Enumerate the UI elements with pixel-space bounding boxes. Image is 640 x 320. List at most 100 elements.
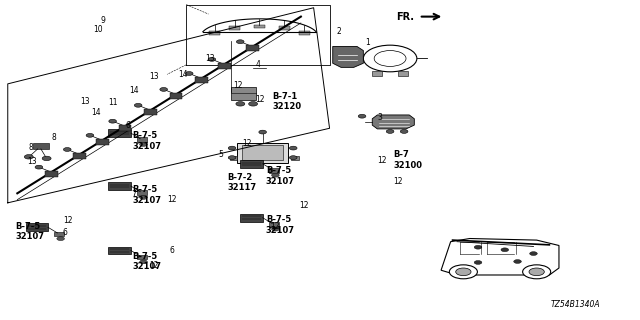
Circle shape — [228, 156, 236, 160]
Bar — [170, 93, 182, 99]
Text: 11: 11 — [108, 99, 118, 108]
Text: B-7-5
32107: B-7-5 32107 — [15, 222, 44, 241]
Bar — [291, 156, 299, 160]
Bar — [218, 63, 230, 69]
Circle shape — [529, 268, 544, 276]
Circle shape — [271, 227, 279, 231]
Text: B-7-5
32107: B-7-5 32107 — [132, 252, 161, 271]
Circle shape — [236, 102, 245, 106]
Bar — [253, 25, 265, 28]
Bar — [237, 142, 288, 163]
Circle shape — [400, 130, 408, 133]
Text: 6: 6 — [63, 228, 68, 237]
Circle shape — [289, 146, 297, 150]
Text: 12: 12 — [242, 139, 252, 148]
Text: 10: 10 — [93, 25, 103, 35]
Bar — [230, 156, 237, 160]
Text: 13: 13 — [27, 157, 36, 166]
Circle shape — [140, 142, 147, 146]
Text: 8: 8 — [52, 133, 57, 142]
Text: 8: 8 — [29, 143, 34, 152]
Polygon shape — [372, 115, 414, 129]
Bar — [108, 129, 131, 137]
Circle shape — [86, 133, 94, 137]
Bar — [108, 182, 131, 190]
Text: B-7-5
32107: B-7-5 32107 — [266, 215, 295, 235]
Text: 5: 5 — [219, 150, 223, 159]
Bar — [45, 171, 58, 177]
Text: 6: 6 — [169, 246, 174, 255]
Text: B-7
32100: B-7 32100 — [394, 150, 422, 170]
Polygon shape — [333, 46, 364, 68]
Bar — [137, 255, 147, 259]
Bar — [137, 138, 147, 142]
Circle shape — [259, 130, 266, 134]
Text: B-7-5
32107: B-7-5 32107 — [132, 131, 161, 151]
Bar — [26, 223, 48, 231]
Circle shape — [109, 119, 116, 123]
Text: FR.: FR. — [396, 12, 414, 22]
Text: 12: 12 — [271, 222, 280, 231]
Bar — [246, 45, 259, 51]
Bar — [243, 145, 283, 160]
Circle shape — [228, 146, 236, 150]
Circle shape — [63, 148, 71, 151]
Bar — [372, 71, 383, 76]
Text: 12: 12 — [167, 195, 176, 204]
Text: 4: 4 — [256, 60, 260, 69]
Text: TZ54B1340A: TZ54B1340A — [550, 300, 600, 309]
Circle shape — [57, 237, 65, 241]
Text: 6: 6 — [125, 121, 130, 130]
Circle shape — [248, 102, 257, 106]
Circle shape — [160, 87, 168, 91]
Circle shape — [387, 130, 394, 133]
Circle shape — [186, 72, 193, 76]
Bar — [241, 214, 262, 221]
Text: 12: 12 — [394, 177, 403, 186]
Text: 1: 1 — [365, 38, 370, 47]
Circle shape — [501, 248, 509, 252]
Circle shape — [456, 268, 471, 276]
Text: 12: 12 — [150, 261, 159, 270]
Circle shape — [271, 173, 279, 177]
Text: 14: 14 — [178, 70, 188, 79]
Bar — [269, 168, 279, 173]
Text: 9: 9 — [101, 16, 106, 25]
Bar — [137, 190, 147, 195]
Circle shape — [42, 156, 51, 161]
Circle shape — [208, 58, 216, 61]
Text: B-7-5
32107: B-7-5 32107 — [132, 185, 161, 204]
Bar — [299, 31, 310, 35]
Bar — [209, 31, 220, 35]
Bar — [118, 125, 131, 131]
Text: 14: 14 — [129, 86, 139, 95]
Bar — [229, 26, 241, 30]
Circle shape — [474, 260, 482, 264]
Bar — [54, 232, 65, 236]
Bar — [241, 160, 262, 168]
Circle shape — [24, 155, 33, 159]
Text: 2: 2 — [337, 27, 342, 36]
Circle shape — [514, 260, 522, 263]
Text: 12: 12 — [300, 202, 309, 211]
Circle shape — [289, 156, 297, 160]
Text: 7: 7 — [131, 190, 136, 199]
Circle shape — [449, 265, 477, 279]
Bar — [269, 222, 279, 227]
Circle shape — [140, 196, 147, 199]
Text: B-7-5
32107: B-7-5 32107 — [266, 166, 295, 186]
Text: 3: 3 — [378, 113, 382, 122]
Bar — [108, 247, 131, 254]
Polygon shape — [231, 87, 256, 100]
Circle shape — [35, 165, 43, 169]
Text: 12: 12 — [378, 156, 387, 164]
Text: 13: 13 — [205, 54, 214, 63]
Circle shape — [474, 245, 482, 249]
Circle shape — [140, 260, 147, 264]
Bar — [397, 71, 408, 76]
Text: 12: 12 — [234, 81, 243, 90]
Bar — [278, 26, 290, 30]
Text: 12: 12 — [255, 95, 265, 104]
Bar — [195, 77, 208, 83]
Circle shape — [134, 103, 142, 107]
